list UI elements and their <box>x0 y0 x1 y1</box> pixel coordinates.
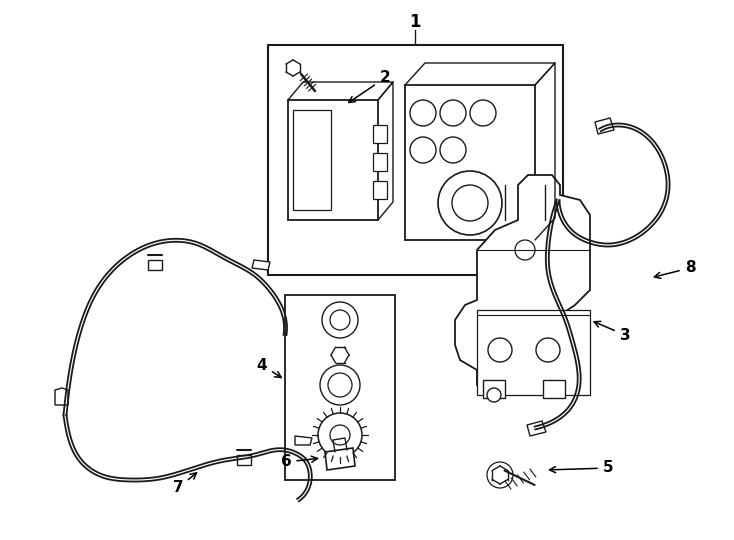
Polygon shape <box>325 448 355 470</box>
Bar <box>373 181 387 199</box>
Bar <box>288 100 378 220</box>
Bar <box>373 153 387 171</box>
Text: 2: 2 <box>349 71 390 103</box>
Text: 4: 4 <box>257 357 281 377</box>
Circle shape <box>330 310 350 330</box>
Polygon shape <box>252 260 270 270</box>
Bar <box>477 310 590 395</box>
Circle shape <box>438 171 502 235</box>
Bar <box>373 125 387 143</box>
Text: 1: 1 <box>410 13 421 31</box>
Circle shape <box>470 100 496 126</box>
Circle shape <box>330 425 350 445</box>
Circle shape <box>440 137 466 163</box>
Circle shape <box>440 100 466 126</box>
Circle shape <box>320 365 360 405</box>
Bar <box>268 45 563 275</box>
Bar <box>285 295 395 480</box>
Circle shape <box>487 388 501 402</box>
Bar <box>237 455 251 465</box>
Circle shape <box>322 302 358 338</box>
Circle shape <box>515 240 535 260</box>
Circle shape <box>452 185 488 221</box>
Text: 5: 5 <box>550 461 614 476</box>
Text: 7: 7 <box>172 473 197 496</box>
Circle shape <box>536 338 560 362</box>
Bar <box>483 380 505 398</box>
Circle shape <box>328 373 352 397</box>
Circle shape <box>410 137 436 163</box>
Text: 6: 6 <box>280 455 318 469</box>
Text: 8: 8 <box>654 260 695 279</box>
Bar <box>148 260 162 270</box>
Circle shape <box>487 462 513 488</box>
Bar <box>405 85 535 240</box>
Text: 3: 3 <box>594 321 631 342</box>
Polygon shape <box>55 388 68 405</box>
Polygon shape <box>455 175 590 395</box>
Bar <box>543 380 565 398</box>
Circle shape <box>318 413 362 457</box>
Circle shape <box>410 100 436 126</box>
Polygon shape <box>595 118 614 134</box>
Circle shape <box>488 338 512 362</box>
Polygon shape <box>527 421 546 436</box>
Polygon shape <box>295 436 312 445</box>
Bar <box>293 110 331 210</box>
